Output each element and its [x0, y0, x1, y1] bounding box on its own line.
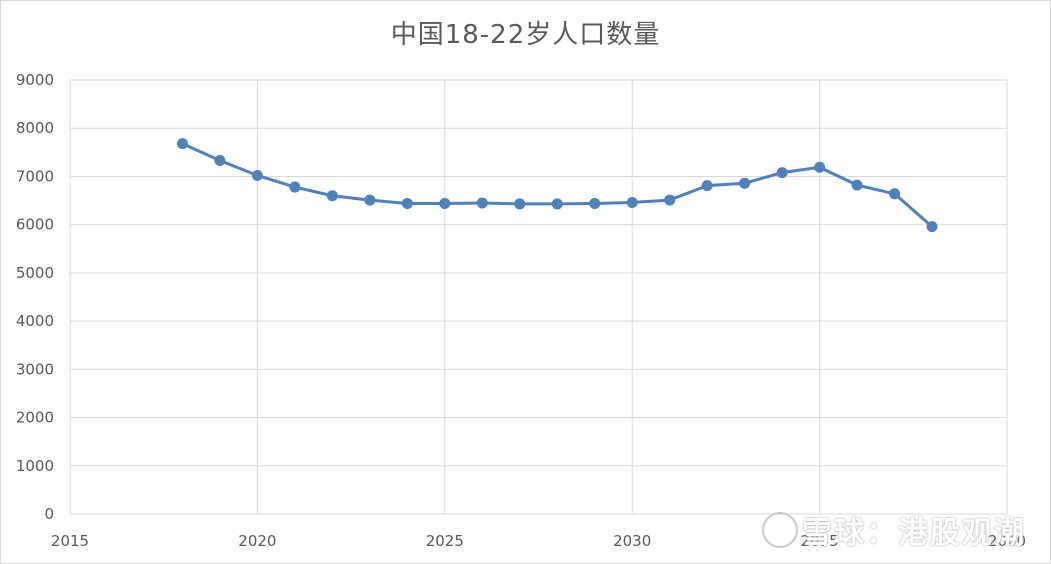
data-point — [814, 161, 826, 173]
data-point — [701, 180, 713, 192]
x-tick-label: 2030 — [613, 532, 651, 550]
watermark-text: 雪球：港股观潮 — [802, 516, 1026, 551]
data-point — [476, 197, 488, 209]
x-tick-label: 2035 — [801, 532, 839, 550]
y-tick-label: 6000 — [16, 216, 54, 234]
data-point — [251, 169, 263, 181]
y-tick-label: 7000 — [16, 167, 54, 185]
data-point — [889, 188, 901, 200]
data-point — [739, 177, 751, 189]
y-tick-label: 5000 — [16, 264, 54, 282]
x-tick-label: 2040 — [988, 532, 1026, 550]
y-tick-label: 9000 — [16, 71, 54, 89]
data-point — [401, 197, 413, 209]
data-point — [851, 179, 863, 191]
grid-lines — [69, 79, 1008, 515]
data-point — [514, 198, 526, 210]
y-tick-label: 0 — [44, 505, 54, 523]
data-point — [326, 190, 338, 202]
data-points — [176, 138, 938, 233]
watermark: 雪球：港股观潮 — [762, 508, 1026, 552]
x-tick-label: 2025 — [426, 532, 464, 550]
data-point — [439, 197, 451, 209]
y-tick-label: 8000 — [16, 119, 54, 137]
x-tick-label: 2020 — [238, 532, 276, 550]
data-point — [289, 181, 301, 193]
y-tick-label: 4000 — [16, 312, 54, 330]
data-point — [776, 167, 788, 179]
watermark-logo-icon — [762, 512, 798, 548]
y-axis: 0 1000 2000 3000 4000 5000 6000 7000 8000 9000 — [16, 71, 54, 523]
chart-title: 中国18-22岁人口数量 — [390, 20, 661, 50]
y-tick-label: 1000 — [16, 457, 54, 475]
x-tick-label: 2015 — [51, 532, 89, 550]
data-point — [926, 221, 938, 233]
x-axis: 2015 2020 2025 2030 2035 2040 — [51, 532, 1026, 550]
y-tick-label: 3000 — [16, 360, 54, 378]
data-point — [589, 197, 601, 209]
data-point — [664, 194, 676, 206]
data-point — [176, 138, 188, 150]
y-tick-label: 2000 — [16, 409, 54, 427]
data-point — [551, 198, 563, 210]
data-point — [364, 194, 376, 206]
data-point — [214, 155, 226, 167]
data-point — [626, 196, 638, 208]
